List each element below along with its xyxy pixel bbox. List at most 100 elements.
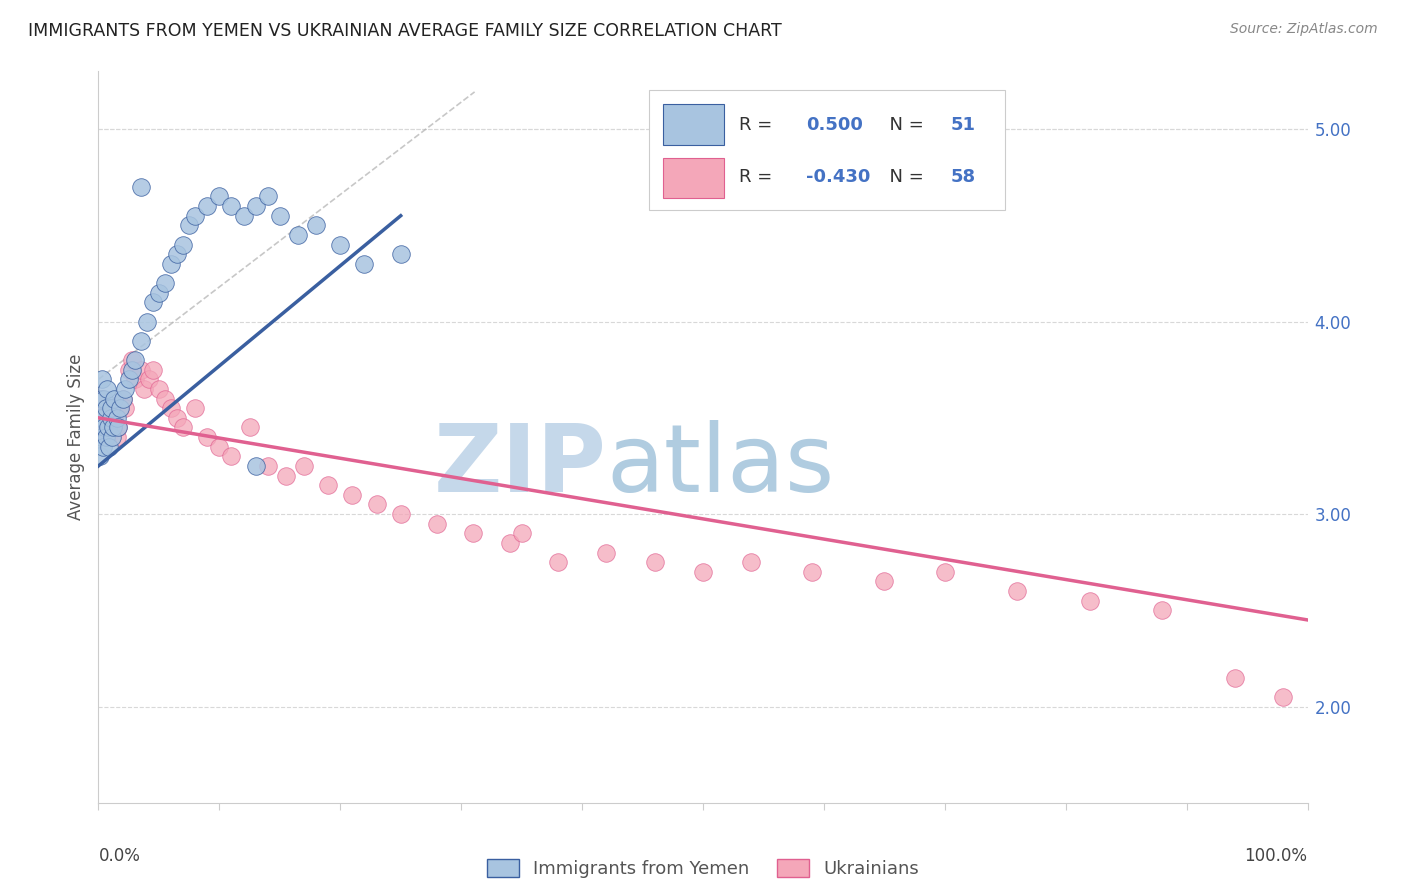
Point xyxy=(103,410,125,425)
FancyBboxPatch shape xyxy=(648,90,1005,211)
Point xyxy=(245,458,267,473)
Point xyxy=(111,392,134,406)
Point xyxy=(121,362,143,376)
Text: ZIP: ZIP xyxy=(433,420,606,512)
Point xyxy=(93,420,115,434)
Point xyxy=(153,276,176,290)
Point xyxy=(1078,593,1101,607)
Point xyxy=(172,420,194,434)
Point xyxy=(91,401,114,416)
Point xyxy=(100,410,122,425)
Point xyxy=(134,382,156,396)
Point xyxy=(96,382,118,396)
Point xyxy=(94,401,117,416)
Point xyxy=(148,382,170,396)
Point xyxy=(160,401,183,416)
Point xyxy=(93,392,115,406)
Text: R =: R = xyxy=(740,116,779,134)
Point xyxy=(101,420,124,434)
Point xyxy=(873,574,896,589)
Point xyxy=(129,334,152,348)
Point xyxy=(256,189,278,203)
Point xyxy=(90,430,112,444)
Point xyxy=(91,440,114,454)
FancyBboxPatch shape xyxy=(664,158,724,198)
Point xyxy=(129,179,152,194)
Point xyxy=(142,295,165,310)
Point xyxy=(103,392,125,406)
Point xyxy=(148,285,170,300)
Text: N =: N = xyxy=(879,116,929,134)
Point xyxy=(644,555,666,569)
Point xyxy=(91,392,114,406)
Point xyxy=(510,526,533,541)
Point xyxy=(124,353,146,368)
Point xyxy=(353,257,375,271)
Point xyxy=(463,526,485,541)
Point xyxy=(114,401,136,416)
Point xyxy=(329,237,352,252)
Text: 100.0%: 100.0% xyxy=(1244,847,1308,864)
Point xyxy=(179,219,201,233)
Text: R =: R = xyxy=(740,169,779,186)
Point xyxy=(100,410,122,425)
Text: 0.500: 0.500 xyxy=(806,116,863,134)
Point xyxy=(595,545,617,559)
Point xyxy=(90,392,112,406)
Point xyxy=(108,401,131,416)
Point xyxy=(1223,671,1246,685)
Point xyxy=(98,420,121,434)
Point xyxy=(287,227,309,242)
Point xyxy=(221,199,243,213)
Point xyxy=(105,410,128,425)
Point xyxy=(108,401,131,416)
Point xyxy=(107,420,129,434)
Point xyxy=(89,450,111,464)
Point xyxy=(100,401,122,416)
Text: 0.0%: 0.0% xyxy=(98,847,141,864)
Point xyxy=(195,199,218,213)
Point xyxy=(389,507,412,521)
Point xyxy=(100,430,122,444)
Point xyxy=(692,565,714,579)
Point xyxy=(426,516,449,531)
Point xyxy=(160,257,183,271)
Point xyxy=(274,468,297,483)
Point xyxy=(105,430,128,444)
Point xyxy=(1007,584,1029,599)
Point xyxy=(93,420,115,434)
Point xyxy=(142,362,165,376)
Point xyxy=(166,410,188,425)
Text: IMMIGRANTS FROM YEMEN VS UKRAINIAN AVERAGE FAMILY SIZE CORRELATION CHART: IMMIGRANTS FROM YEMEN VS UKRAINIAN AVERA… xyxy=(28,22,782,40)
Point xyxy=(195,430,218,444)
Point xyxy=(498,536,520,550)
Point xyxy=(111,392,134,406)
Point xyxy=(305,219,328,233)
Point xyxy=(208,440,231,454)
Point xyxy=(94,430,117,444)
Point xyxy=(129,362,152,376)
Point xyxy=(1272,690,1295,704)
Point xyxy=(166,247,188,261)
Point xyxy=(221,450,243,464)
Point xyxy=(239,420,262,434)
Text: Source: ZipAtlas.com: Source: ZipAtlas.com xyxy=(1230,22,1378,37)
Point xyxy=(232,209,254,223)
Point xyxy=(91,372,114,386)
Point xyxy=(94,401,117,416)
Point xyxy=(292,458,315,473)
Point xyxy=(389,247,412,261)
Y-axis label: Average Family Size: Average Family Size xyxy=(66,354,84,520)
Point xyxy=(184,209,207,223)
Point xyxy=(184,401,207,416)
Text: atlas: atlas xyxy=(606,420,835,512)
Point xyxy=(101,420,124,434)
Point xyxy=(96,410,118,425)
Point xyxy=(342,488,364,502)
Text: -0.430: -0.430 xyxy=(806,169,870,186)
Point xyxy=(256,458,278,473)
Point xyxy=(269,209,291,223)
FancyBboxPatch shape xyxy=(664,104,724,145)
Point xyxy=(89,410,111,425)
Point xyxy=(98,440,121,454)
